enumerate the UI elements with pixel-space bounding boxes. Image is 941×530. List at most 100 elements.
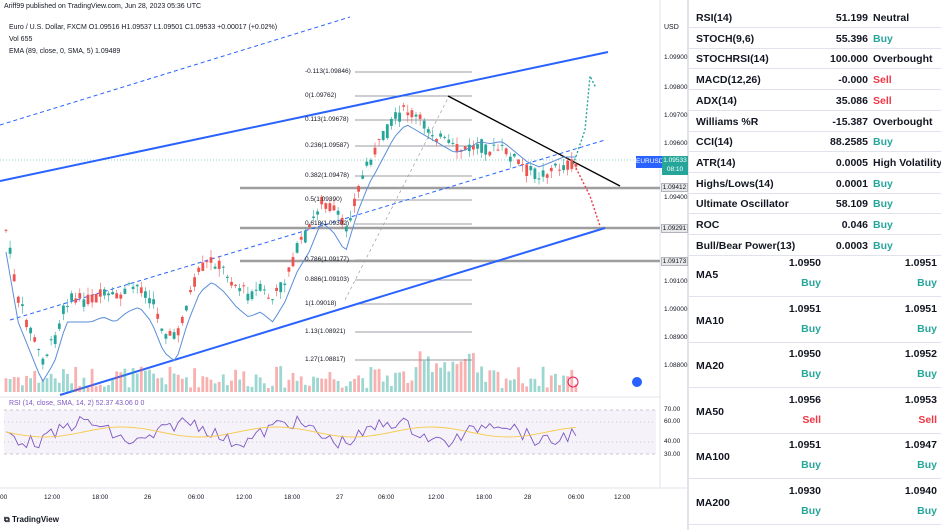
volume-bar <box>533 378 537 392</box>
ma-simple-value: 1.0950 <box>788 257 821 269</box>
ma-simple-value: 1.0951 <box>788 439 821 451</box>
candle-body <box>422 120 426 129</box>
volume-bar <box>57 382 61 392</box>
candle-body <box>201 262 205 271</box>
candle-body <box>111 291 114 295</box>
volume-bar <box>111 379 114 392</box>
candle-body <box>267 297 270 299</box>
candle-body <box>398 112 401 122</box>
volume-bar <box>308 385 311 392</box>
ma-name: MA50 <box>696 405 725 418</box>
volume-bar <box>332 379 336 392</box>
rsi-level-label: 70.00 <box>664 406 681 413</box>
bar-countdown: 08:10 <box>666 166 684 173</box>
candle-body <box>541 170 545 177</box>
candle-body <box>160 328 164 331</box>
volume-bar <box>328 371 332 392</box>
rsi-legend[interactable]: RSI (14, close, SMA, 14, 2) 52.37 43.06 … <box>9 400 145 407</box>
indicator-value: 100.000 <box>830 53 868 66</box>
candle-body <box>406 112 410 116</box>
indicator-row: Ultimate Oscillator 58.109 Buy <box>689 194 941 215</box>
volume-bar <box>340 387 344 392</box>
price-axis-label: 1.09700 <box>664 112 688 119</box>
volume-bar <box>168 366 172 392</box>
volume-bar <box>250 386 254 392</box>
volume-bar <box>365 387 369 392</box>
candle-body <box>45 354 49 356</box>
volume-bar <box>16 377 20 392</box>
volume-bar <box>295 380 299 392</box>
volume-bar <box>426 356 430 392</box>
volume-bar <box>94 386 98 392</box>
moving-average-row: MA20 1.0950 Buy 1.0952 Buy <box>689 343 941 388</box>
indicator-value: 55.396 <box>835 32 868 45</box>
moving-average-row: MA5 1.0950 Buy 1.0951 Buy <box>689 252 941 297</box>
indicator-value: 0.046 <box>841 219 868 231</box>
fib-level-label: 0.618(1.09302) <box>305 220 350 227</box>
publish-note: Ariff99 published on TradingView.com, Ju… <box>4 3 202 10</box>
candle-body <box>545 174 549 178</box>
flag-icon <box>632 377 642 387</box>
ema-info[interactable]: EMA (89, close, 0, SMA, 5) 1.09489 <box>9 48 121 55</box>
volume-bar <box>385 375 389 392</box>
volume-bar <box>484 381 488 392</box>
candle-body <box>234 284 237 286</box>
candle-body <box>344 226 348 232</box>
candle-body <box>279 282 283 293</box>
volume-bar <box>185 377 188 392</box>
candle-body <box>443 136 447 138</box>
candle-body <box>115 293 119 299</box>
volume-bar <box>37 382 41 392</box>
volume-bar <box>525 386 529 392</box>
volume-bar <box>390 385 393 392</box>
volume-bar <box>127 387 131 392</box>
candle-body <box>242 285 246 287</box>
volume-bar <box>500 387 504 392</box>
volume-bar <box>90 368 94 392</box>
indicator-signal: Sell <box>873 74 892 87</box>
fib-level-label: 0.113(1.09678) <box>305 116 349 123</box>
candle-body <box>390 118 393 126</box>
volume-bar <box>103 386 106 392</box>
indicator-name: ADX(14) <box>696 94 737 107</box>
ma-exp-value: 1.0952 <box>904 348 937 360</box>
chart-canvas[interactable] <box>0 0 688 530</box>
candle-body <box>328 203 332 212</box>
candle-body <box>426 129 430 133</box>
indicator-row: ATR(14) 0.0005 High Volatility <box>689 153 941 173</box>
fib-level-label: 0.5(1.09390) <box>305 196 342 203</box>
candle-body <box>98 289 102 297</box>
downtrend-line <box>447 95 621 187</box>
channel-lower <box>59 227 606 396</box>
volume-bar <box>299 376 303 392</box>
price-tag: 1.09412 <box>661 183 688 192</box>
candle-body <box>246 293 250 301</box>
ma-simple-signal: Sell <box>802 413 821 426</box>
volume-info[interactable]: Vol 655 <box>9 36 33 43</box>
candle-body <box>492 144 496 146</box>
volume-bar <box>353 378 356 392</box>
bull-projection <box>571 73 597 169</box>
ma-exp-signal: Buy <box>917 277 937 289</box>
candle-body <box>320 196 324 205</box>
volume-bar <box>217 381 221 392</box>
volume-bar <box>574 384 578 392</box>
candle-body <box>127 283 131 285</box>
volume-bar <box>349 381 352 392</box>
price-chart[interactable]: Ariff99 published on TradingView.com, Ju… <box>0 0 688 530</box>
symbol-info[interactable]: Euro / U.S. Dollar, FXCM O1.09516 H1.095… <box>9 24 278 31</box>
candle-body <box>271 299 274 301</box>
volume-bar <box>459 361 463 392</box>
candle-body <box>287 267 291 272</box>
volume-bar <box>492 370 496 392</box>
ma-name: MA200 <box>696 496 730 509</box>
volume-bar <box>496 371 500 392</box>
indicator-name: Ultimate Oscillator <box>696 198 789 211</box>
time-axis-label: 00 <box>0 494 8 501</box>
candle-body <box>283 283 287 286</box>
tradingview-logo: ⧉ TradingView <box>4 515 59 525</box>
volume-bar <box>316 377 319 392</box>
volume-bar <box>537 385 541 392</box>
candle-body <box>250 291 254 299</box>
volume-bar <box>160 377 164 392</box>
